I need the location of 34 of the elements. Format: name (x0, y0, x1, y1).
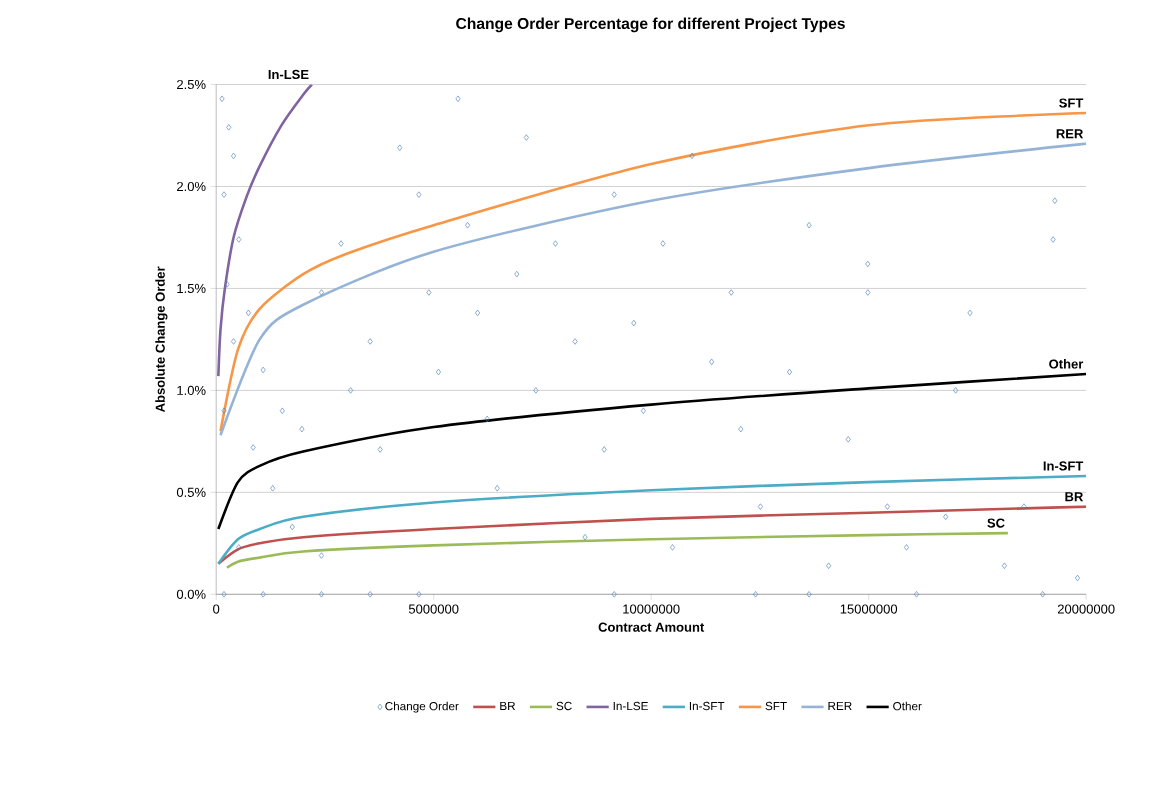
text: RER (1056, 129, 1084, 139)
x-tick-label: 15000000 (840, 604, 898, 614)
x-tick-label: 0 (213, 604, 220, 614)
y-tick-label: 0.0% (176, 589, 206, 599)
legend-label: BR (500, 701, 516, 710)
legend-label: In-LSE (613, 701, 648, 710)
y-tick-label: 2.0% (177, 181, 206, 191)
text: In-LSE (268, 69, 309, 79)
legend-label: Change Order (385, 701, 459, 713)
x-tick-label: 5000000 (408, 604, 459, 614)
y-tick-label: 1.0% (177, 385, 206, 395)
legend-label: RER (828, 701, 852, 710)
y-axis-title: Absolute Change Order (155, 266, 168, 412)
text: BR (1065, 492, 1084, 501)
legend-label: In-SFT (689, 701, 725, 710)
line-series (217, 372, 1087, 531)
line-series (217, 505, 1087, 565)
chart-title: Change Order Percentage for different Project Types (456, 17, 845, 33)
x-tick-label: 20000000 (1057, 604, 1115, 614)
x-tick-label: 10000000 (623, 604, 680, 614)
line-series (225, 531, 1010, 569)
x-axis-title: Contract Amount (598, 622, 705, 632)
y-tick-label: 2.5% (177, 79, 206, 89)
legend-label: Other (893, 701, 922, 711)
text: Other (1049, 358, 1084, 369)
y-tick-label: 1.5% (177, 283, 206, 293)
text: In-SFT (1043, 461, 1084, 471)
text: SC (987, 518, 1005, 528)
legend-label: SC (556, 701, 572, 710)
text: SFT (1059, 98, 1084, 108)
line-series (217, 84, 314, 378)
line-series (217, 474, 1087, 565)
y-tick-label: 0.5% (176, 487, 206, 497)
legend-label: SFT (765, 701, 787, 710)
